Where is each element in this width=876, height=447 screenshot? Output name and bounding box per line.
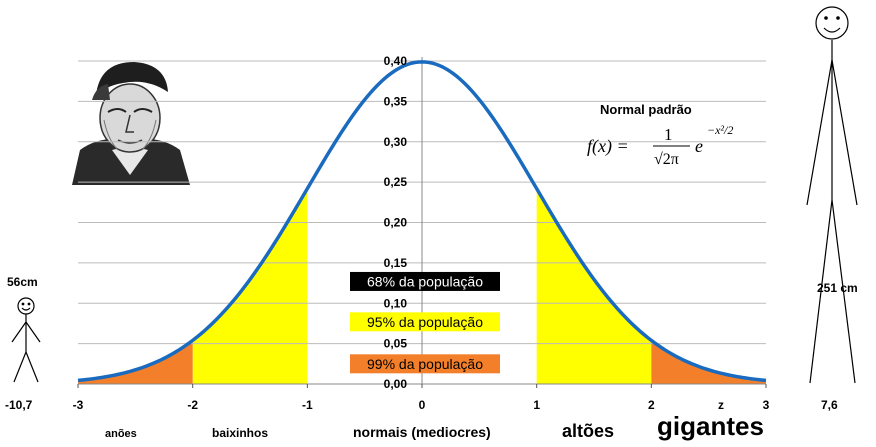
band-label: 95% da população [367,314,483,330]
x-tick-label: -3 [73,398,84,412]
band-label: 68% da população [367,273,483,289]
y-tick-label: 0,05 [384,337,408,351]
normal-curve [77,60,767,383]
plot-area: 0,000,050,100,150,200,250,300,350,40 -3-… [73,54,770,412]
y-tick-labels: 0,00 0,05 0,10 0,15 0,20 0,25 0,30 0,35 0,40 [384,54,408,391]
chart-title: Normal padrão [600,102,692,117]
x-tick-label: 0 [419,398,426,412]
formula-lhs: f(x) = [587,136,629,157]
y-tick-label: 0,40 [384,54,408,68]
left-height-label: 56cm [7,275,38,289]
formula-base: e [695,136,703,156]
category-label-anoes: anões [105,428,137,440]
formula-numerator: 1 [664,125,673,144]
y-tick-label: 0,35 [384,94,408,108]
y-tick-label: 0,00 [384,377,408,391]
portrait-icon [70,55,190,185]
y-tick-label: 0,20 [384,216,408,230]
short-person-icon [11,297,41,383]
right-z-label: 7,6 [821,398,838,412]
x-tick-labels: -3 -2 -1 0 1 2 3 [73,384,770,412]
formula-denominator: √2π [654,151,679,168]
y-tick-label: 0,10 [384,296,408,310]
x-tick-label: -2 [187,398,198,412]
tall-person-icon [806,6,858,384]
band-label-bg [350,312,500,332]
x-tick-label: 1 [533,398,540,412]
y-tick-label: 0,15 [384,256,408,270]
left-z-label: -10,7 [5,398,33,412]
x-tick-label: 2 [648,398,655,412]
band-label-bg [350,354,500,374]
band-4 [651,340,766,384]
category-label-altoes: altões [562,421,614,441]
category-label-gigantes: gigantes [657,411,764,441]
band-label-bg [350,271,500,291]
grid [78,57,766,385]
x-tick-label: -1 [302,398,313,412]
right-height-label: 251 cm [817,281,858,295]
band-label: 99% da população [367,356,483,372]
formula: f(x) = 1 √2π e −x²/2 [587,123,733,168]
x-tick-label: 3 [763,398,770,412]
axis-letter: z [718,398,724,412]
y-tick-label: 0,30 [384,135,408,149]
band-3 [78,340,193,384]
y-tick-label: 0,25 [384,175,408,189]
category-label-baixinhos: baixinhos [212,426,268,440]
formula-exponent: −x²/2 [707,123,733,137]
category-label-normais: normais (mediocres) [353,424,491,440]
band-labels: 68% da população 95% da população 99% da p… [350,271,500,374]
